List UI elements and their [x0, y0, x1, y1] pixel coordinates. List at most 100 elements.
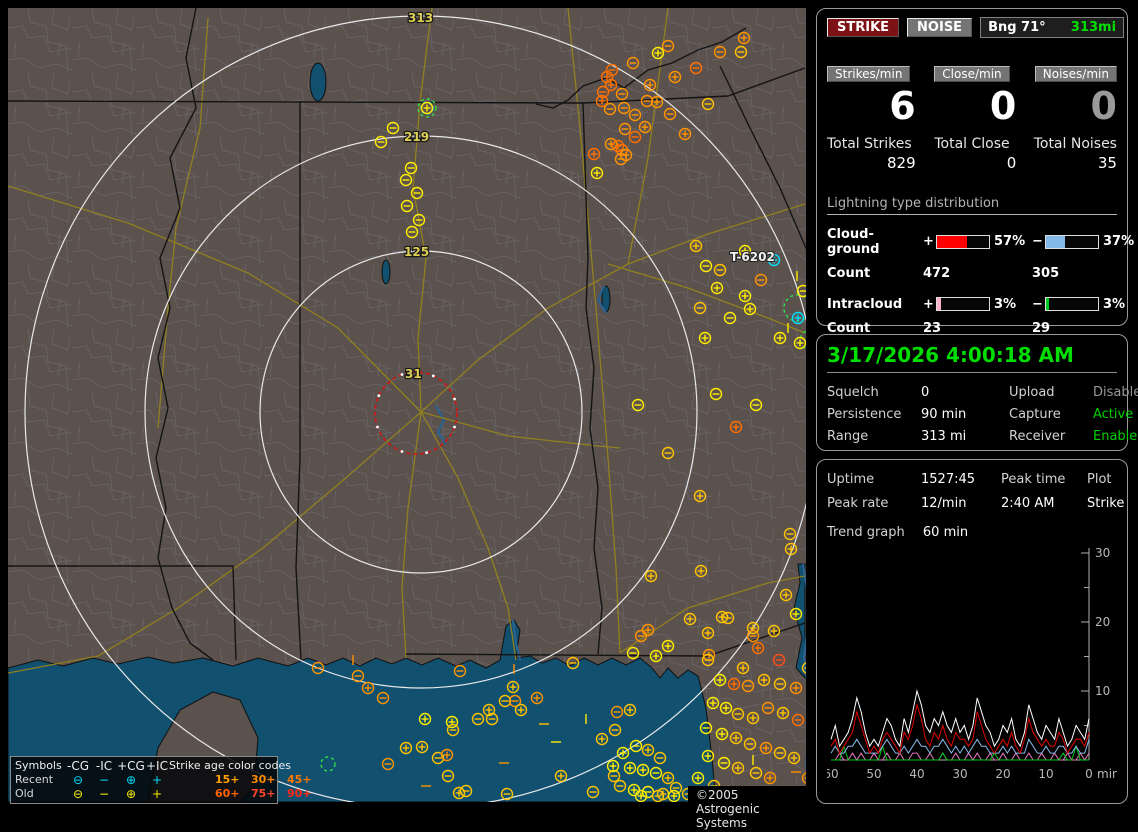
trend-graph: 10 20 30 60 50 40 30 20 10 0 min — [823, 546, 1119, 781]
strike-symbol-circled-minus — [485, 712, 499, 726]
close-alarm-ring — [374, 371, 458, 455]
strike-symbol-circled-plus — [678, 127, 692, 141]
strike-symbol-circled-plus — [791, 311, 805, 325]
strike-symbol-circled-plus — [738, 244, 752, 258]
distribution-title: Lightning type distribution — [827, 196, 1117, 215]
strike-symbol-circled-plus — [415, 740, 429, 754]
total-close-label: Total Close — [934, 135, 1010, 152]
strike-symbol-circled-plus — [801, 662, 806, 674]
strike-symbol-circled-plus — [644, 569, 658, 583]
strike-symbol-circled-minus — [709, 387, 723, 401]
strike-symbol-circled-minus — [453, 664, 467, 678]
strike-symbol-circled-minus — [441, 769, 455, 783]
ic-plus-count: 23 — [923, 320, 942, 336]
strike-symbol-circled-plus — [661, 639, 675, 653]
range-ring-label-313: 313 — [408, 11, 433, 25]
legend-symbol-nic: − — [98, 773, 110, 787]
strike-symbol-circled-minus — [603, 102, 617, 116]
strike-symbol-circled-minus — [376, 691, 390, 705]
plot-label: Plot — [1087, 472, 1112, 487]
strike-symbol-circled-plus — [746, 711, 760, 725]
strike-symbol-circled-minus — [689, 61, 703, 75]
upload-status: Disabled — [1093, 385, 1138, 400]
legend-age-60: 60+ — [215, 787, 240, 800]
range-ring-label-31: 31 — [405, 367, 422, 381]
strike-symbol-circled-plus — [743, 302, 757, 316]
strike-symbol-circled-minus — [500, 787, 514, 801]
close-per-min-column: Close/min 0 Total Close 0 — [928, 66, 1017, 172]
strikes-per-min-label: Strikes/min — [827, 66, 911, 82]
strike-symbol-circled-minus — [649, 766, 663, 780]
strike-symbol-circled-plus — [616, 746, 630, 760]
trend-ytick: 30 — [1095, 546, 1110, 560]
strike-symbol-circled-plus — [506, 680, 520, 694]
trend-xtick: 30 — [952, 767, 967, 781]
storm-cell-marker — [783, 294, 806, 322]
strike-symbol-circled-plus — [789, 681, 803, 695]
strike-symbol-circled-minus — [614, 152, 628, 166]
trend-x-unit: min — [1097, 767, 1117, 781]
strike-symbol-circled-minus — [791, 713, 805, 727]
strike-symbol-circled-minus — [773, 677, 787, 691]
minus-sign: − — [1032, 234, 1043, 250]
strike-symbol-circled-minus — [405, 225, 419, 239]
strike-symbol-circled-plus — [641, 743, 655, 757]
legend-col-pic: +IC — [146, 759, 168, 773]
intracloud-label: Intracloud — [827, 296, 903, 312]
strikes-per-min-value: 6 — [889, 84, 916, 128]
strike-symbol-circled-plus — [636, 763, 650, 777]
strike-symbol-circled-minus — [653, 751, 667, 765]
strike-symbol-circled-minus — [615, 87, 629, 101]
trend-ytick: 10 — [1095, 684, 1110, 698]
map-legend: Symbols -CG -IC +CG +IC Strike age color… — [10, 756, 312, 804]
strike-symbol-circled-minus — [699, 259, 713, 273]
trend-xtick: 0 — [1085, 767, 1093, 781]
legend-col-pcg: +CG — [117, 759, 145, 773]
strike-symbol-circled-minus — [459, 784, 473, 798]
intracloud-row: Intracloud + 3% − 3% — [827, 296, 1125, 312]
cg-count-label: Count — [827, 265, 871, 281]
strike-symbol-circled-plus — [399, 741, 413, 755]
ic-minus-count: 29 — [1032, 320, 1051, 336]
strike-symbol-circled-minus — [772, 653, 786, 667]
storm-cell-marker — [320, 756, 336, 772]
strike-symbol-circled-plus — [661, 771, 675, 785]
strike-symbol-circled-plus — [693, 489, 707, 503]
strike-symbol-circled-minus — [386, 121, 400, 135]
strike-button[interactable]: STRIKE — [827, 18, 900, 37]
alarm-ring-dot — [453, 397, 456, 401]
plus-sign: + — [923, 296, 934, 312]
lightning-map[interactable]: 313 219 125 31 T-6202 Symbols -CG -IC +CG +I… — [8, 8, 806, 832]
range-label: Range — [827, 429, 869, 444]
close-per-min-value: 0 — [989, 84, 1017, 128]
strike-symbol-circled-minus — [631, 398, 645, 412]
strike-symbol-circled-minus — [498, 694, 512, 708]
peak-rate-value: 12/min — [921, 496, 967, 511]
strike-symbol-circled-minus — [713, 263, 727, 277]
uptime-value: 1527:45 — [921, 472, 976, 487]
strike-symbol-circled-plus — [604, 78, 618, 92]
bearing-label: Bng 71° — [988, 20, 1046, 35]
strike-symbol-circled-minus — [431, 751, 445, 765]
strike-symbol-circled-plus — [727, 677, 741, 691]
strike-symbol-circled-plus — [767, 624, 781, 638]
legend-symbol-pic: + — [151, 773, 163, 787]
legend-age-75: 75+ — [251, 787, 276, 800]
storm-cell-marker — [417, 98, 437, 118]
strike-symbol-circled-minus — [754, 273, 768, 287]
trend-series--CG — [830, 738, 1090, 755]
alarm-ring-dot — [425, 451, 429, 455]
cloud-ground-label: Cloud-ground — [827, 226, 880, 257]
strike-symbol-circled-plus — [418, 712, 432, 726]
receiver-status: Enabled — [1093, 429, 1138, 444]
strike-symbol-circled-minus — [721, 611, 735, 625]
cloud-ground-count-row: Count 472 305 — [827, 266, 1117, 281]
strike-symbol-circled-minus — [661, 39, 675, 53]
noises-per-min-label: Noises/min — [1034, 66, 1117, 82]
noise-button[interactable]: NOISE — [907, 18, 973, 37]
strike-symbol-circled-plus — [694, 564, 708, 578]
copyright-label: ©2005 Astrogenic Systems — [688, 786, 806, 832]
legend-symbol-pic: + — [151, 787, 163, 801]
strike-symbol-circled-plus — [595, 732, 609, 746]
trend-axes — [831, 548, 1090, 761]
